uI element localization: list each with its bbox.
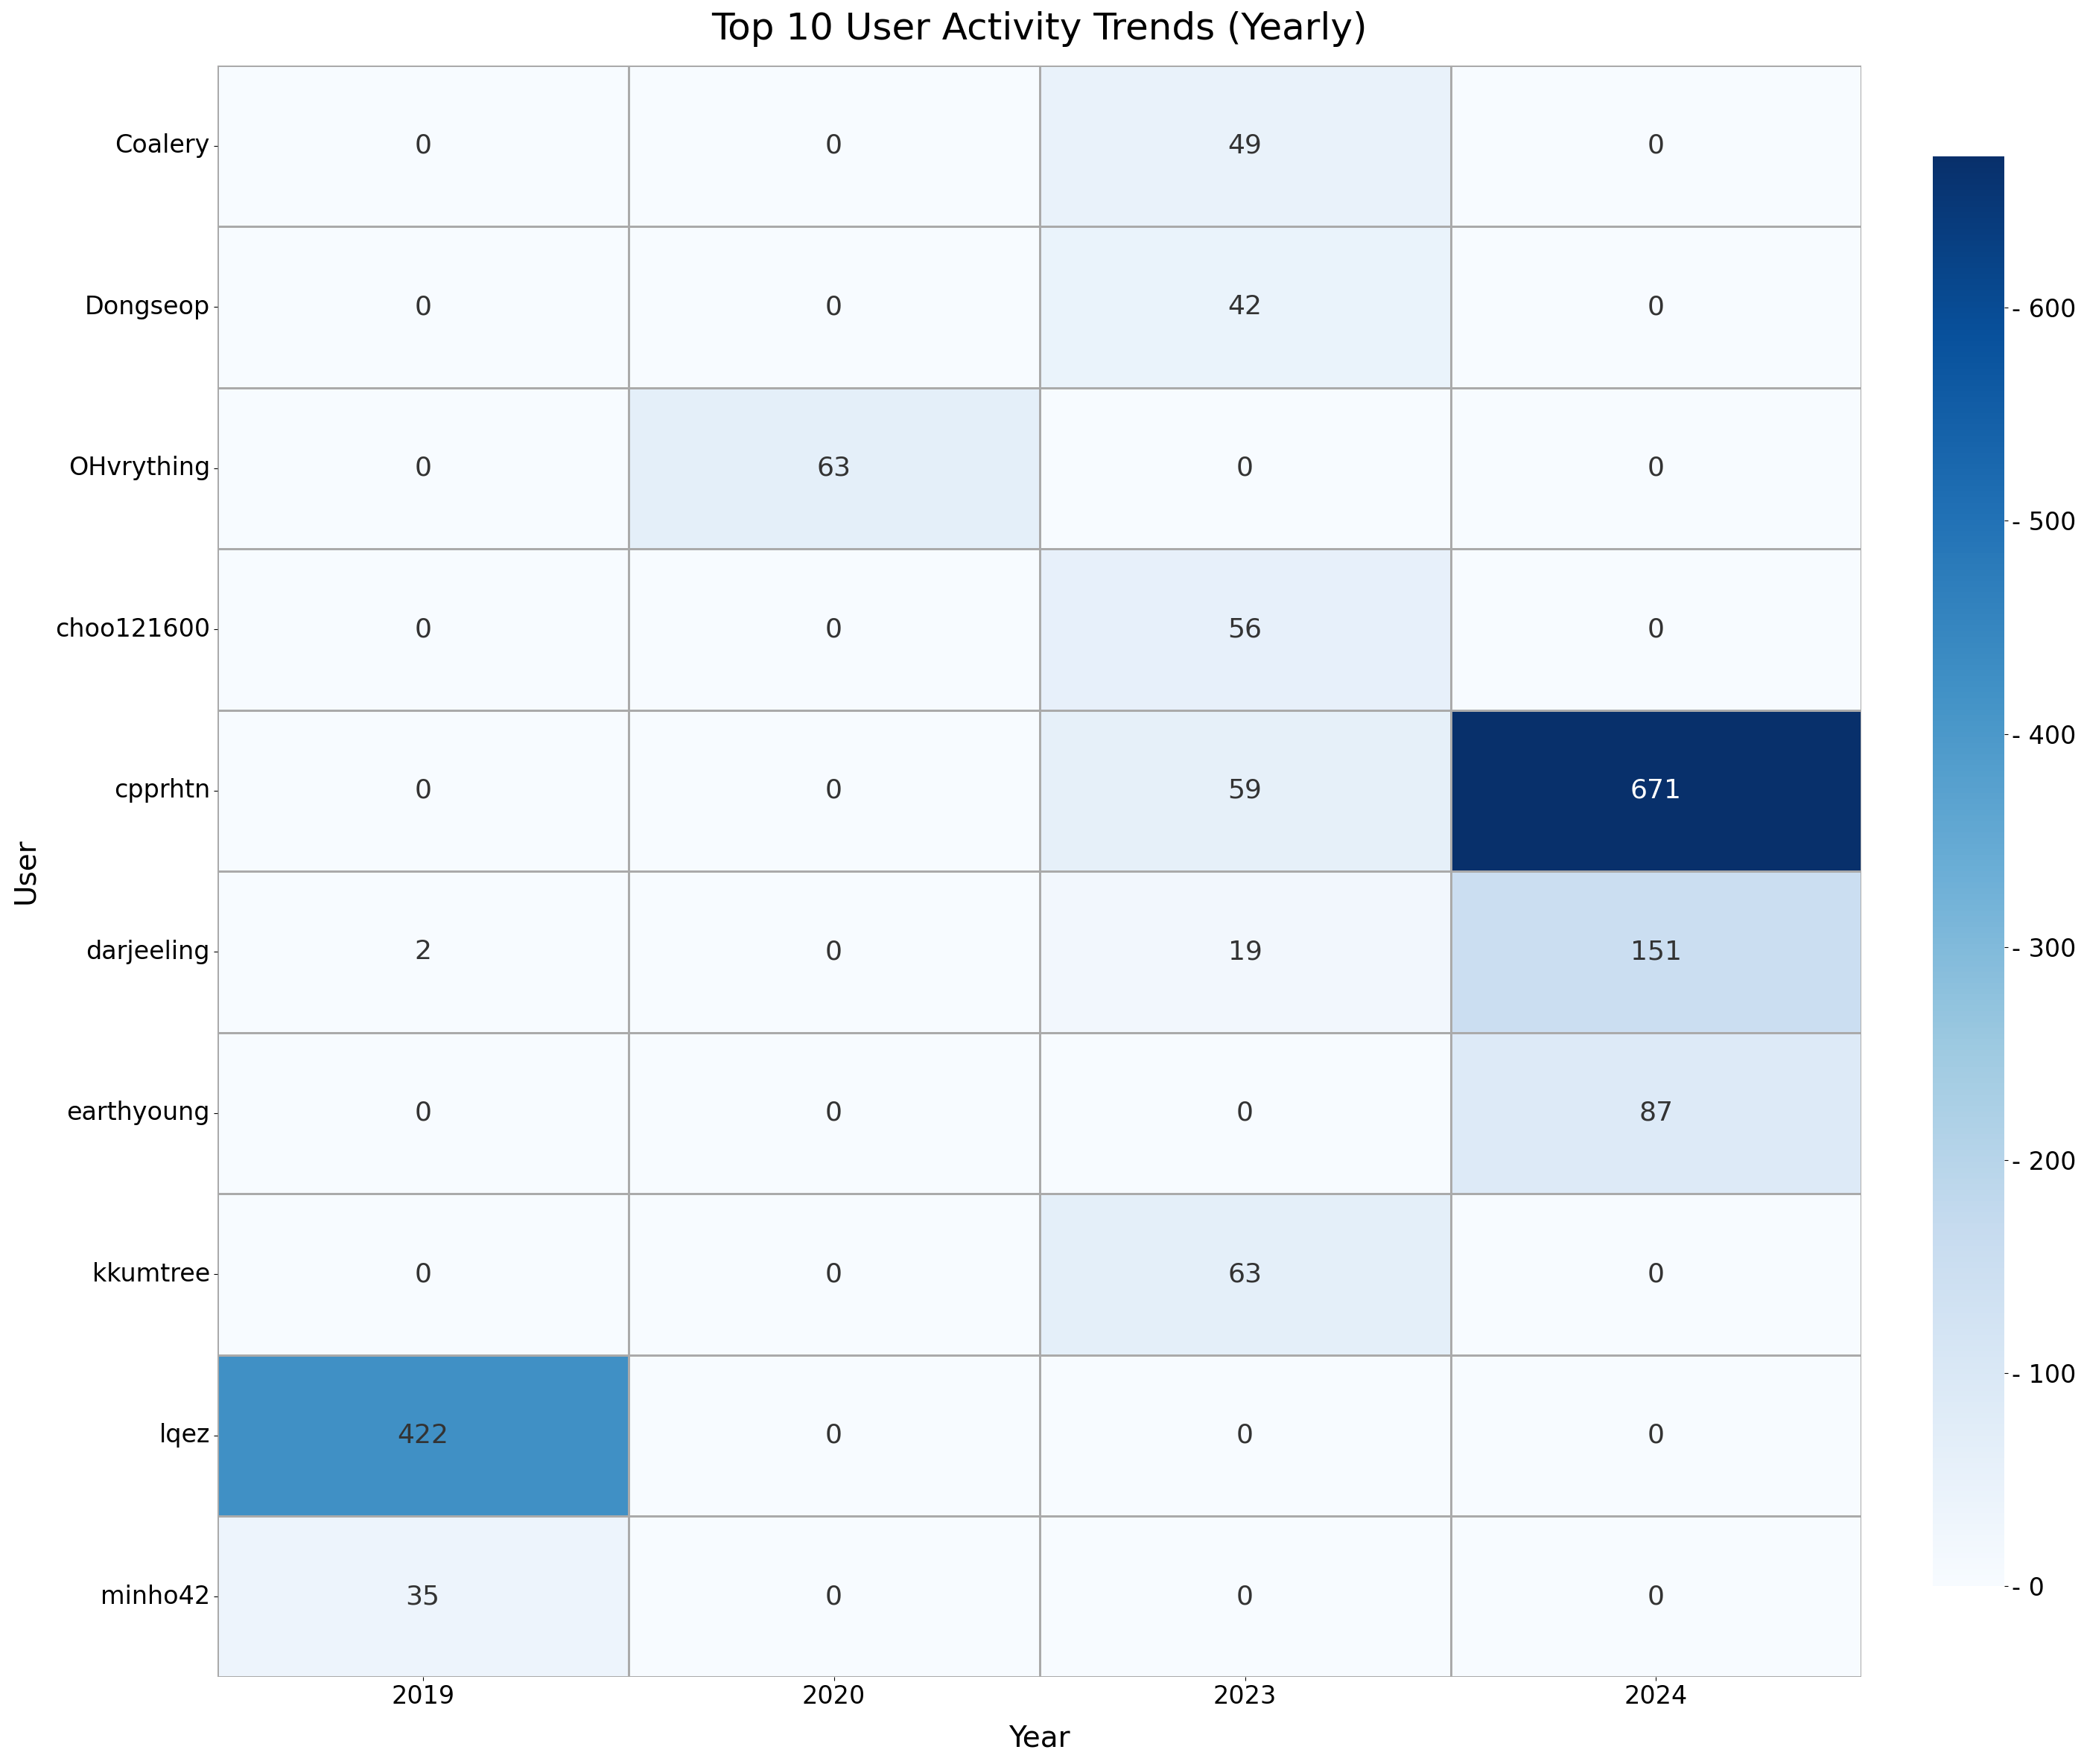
Text: 56: 56: [1227, 617, 1263, 642]
Text: 0: 0: [415, 617, 431, 642]
Text: 2: 2: [415, 938, 431, 965]
Text: 0: 0: [1648, 295, 1665, 319]
Text: 63: 63: [817, 455, 850, 482]
Text: 59: 59: [1227, 778, 1263, 803]
Text: 0: 0: [1648, 617, 1665, 642]
Text: 0: 0: [1236, 455, 1255, 482]
Text: 0: 0: [825, 617, 842, 642]
Text: 422: 422: [398, 1424, 448, 1448]
Text: 0: 0: [1236, 1101, 1255, 1125]
Text: 35: 35: [406, 1584, 440, 1609]
Text: 87: 87: [1638, 1101, 1673, 1125]
Text: 0: 0: [1236, 1584, 1255, 1609]
Text: 0: 0: [1648, 1424, 1665, 1448]
Text: 0: 0: [825, 295, 842, 319]
Text: 0: 0: [825, 778, 842, 803]
Text: 19: 19: [1227, 938, 1263, 965]
Text: 0: 0: [825, 1261, 842, 1288]
Text: 63: 63: [1227, 1261, 1263, 1288]
Text: 42: 42: [1227, 295, 1263, 319]
Text: 0: 0: [415, 134, 431, 159]
Text: 151: 151: [1630, 938, 1682, 965]
Title: Top 10 User Activity Trends (Yearly): Top 10 User Activity Trends (Yearly): [711, 11, 1367, 48]
Y-axis label: User: User: [10, 838, 40, 905]
Text: 0: 0: [1236, 1424, 1255, 1448]
Text: 0: 0: [1648, 1584, 1665, 1609]
X-axis label: Year: Year: [1009, 1725, 1071, 1753]
Text: 0: 0: [415, 455, 431, 482]
Text: 0: 0: [825, 1101, 842, 1125]
Text: 0: 0: [825, 938, 842, 965]
Text: 0: 0: [1648, 134, 1665, 159]
Text: 0: 0: [1648, 1261, 1665, 1288]
Text: 0: 0: [415, 295, 431, 319]
Text: 0: 0: [415, 1261, 431, 1288]
Text: 0: 0: [825, 134, 842, 159]
Text: 671: 671: [1630, 778, 1682, 803]
Text: 0: 0: [1648, 455, 1665, 482]
Text: 49: 49: [1227, 134, 1263, 159]
Text: 0: 0: [825, 1424, 842, 1448]
Text: 0: 0: [825, 1584, 842, 1609]
Text: 0: 0: [415, 1101, 431, 1125]
Text: 0: 0: [415, 778, 431, 803]
